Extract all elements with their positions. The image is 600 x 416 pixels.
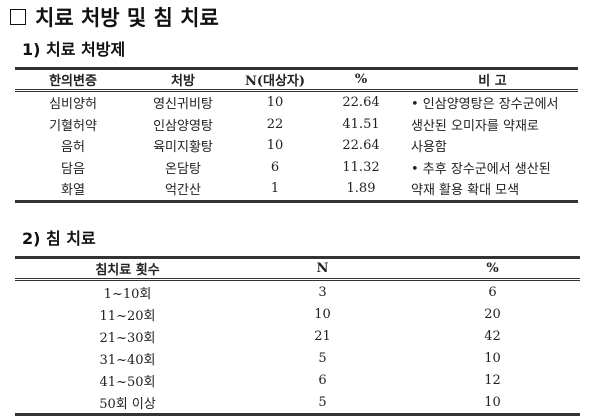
cell-n: 10 bbox=[314, 306, 331, 322]
cell-n: 3 bbox=[318, 284, 327, 300]
cell-count: 31~40회 bbox=[99, 352, 156, 368]
cell-prescription: 온담탕 bbox=[165, 161, 201, 177]
cell-count: 50회 이상 bbox=[99, 396, 156, 412]
prescription-table: 한의변증 처방 N(대상자) % 비 고 심비양허 영신귀비탕 10 22.64 • 인… bbox=[15, 67, 578, 203]
cell-n: 10 bbox=[266, 95, 284, 111]
cell-note: 생산된 오미자를 약재로 bbox=[411, 118, 539, 134]
table-row: 음허 육미지황탕 10 22.64 사용함 bbox=[15, 135, 578, 157]
checkbox-square-icon bbox=[10, 9, 26, 25]
cell-n: 5 bbox=[318, 394, 327, 410]
cell-pct: 22.64 bbox=[342, 138, 380, 154]
cell-pct: 42 bbox=[484, 328, 501, 344]
header-pattern: 한의변증 bbox=[15, 68, 131, 92]
section1-heading: 1) 치료 처방제 bbox=[22, 40, 126, 59]
header-count: 침치료 횟수 bbox=[15, 257, 240, 281]
cell-n: 22 bbox=[266, 116, 284, 132]
cell-pct: 22.64 bbox=[342, 95, 380, 111]
cell-prescription: 인삼양영탕 bbox=[153, 118, 213, 134]
cell-pattern: 담음 bbox=[61, 161, 85, 177]
cell-prescription: 육미지황탕 bbox=[153, 140, 213, 156]
cell-pct: 11.32 bbox=[342, 159, 380, 175]
cell-n: 10 bbox=[266, 138, 284, 154]
table-row: 심비양허 영신귀비탕 10 22.64 • 인삼양영탕은 장수군에서 bbox=[15, 91, 578, 114]
table-header: 한의변증 처방 N(대상자) % 비 고 bbox=[15, 68, 578, 92]
cell-pattern: 화열 bbox=[61, 183, 85, 199]
cell-pct: 12 bbox=[484, 372, 501, 388]
cell-note: 사용함 bbox=[411, 140, 447, 156]
table-row: 41~50회 6 12 bbox=[15, 369, 580, 391]
cell-note: 약재 활용 확대 모색 bbox=[411, 183, 520, 199]
header-pct: % bbox=[315, 68, 407, 92]
cell-pct: 10 bbox=[484, 350, 501, 366]
section2-heading: 2) 침 치료 bbox=[22, 229, 96, 248]
cell-count: 21~30회 bbox=[99, 330, 156, 346]
cell-count: 41~50회 bbox=[99, 374, 156, 390]
header-pct: % bbox=[405, 257, 580, 281]
table-row: 31~40회 5 10 bbox=[15, 347, 580, 369]
header-n: N(대상자) bbox=[235, 68, 315, 92]
cell-n: 5 bbox=[318, 350, 327, 366]
table-row: 11~20회 10 20 bbox=[15, 303, 580, 325]
table-row: 50회 이상 5 10 bbox=[15, 391, 580, 415]
cell-n: 21 bbox=[314, 328, 331, 344]
acupuncture-table: 침치료 횟수 N % 1~10회 3 6 11~20회 10 20 21~30회 21 42 31… bbox=[15, 256, 580, 416]
cell-note: • 인삼양영탕은 장수군에서 bbox=[411, 97, 559, 113]
header-note: 비 고 bbox=[407, 68, 578, 92]
header-n: N bbox=[240, 257, 405, 281]
header-prescription: 처방 bbox=[131, 68, 235, 92]
cell-count: 1~10회 bbox=[103, 286, 152, 302]
table-row: 21~30회 21 42 bbox=[15, 325, 580, 347]
cell-n: 1 bbox=[270, 181, 280, 197]
page-title: 치료 처방 및 침 치료 bbox=[10, 2, 219, 32]
cell-pattern: 음허 bbox=[61, 140, 85, 156]
cell-pct: 41.51 bbox=[342, 116, 380, 132]
cell-pct: 1.89 bbox=[346, 181, 376, 197]
cell-pattern: 심비양허 bbox=[49, 97, 97, 113]
cell-note: • 추후 장수군에서 생산된 bbox=[411, 161, 551, 177]
cell-prescription: 영신귀비탕 bbox=[153, 97, 213, 113]
cell-pattern: 기혈허약 bbox=[49, 118, 97, 134]
cell-n: 6 bbox=[318, 372, 327, 388]
table-row: 화열 억간산 1 1.89 약재 활용 확대 모색 bbox=[15, 178, 578, 201]
table-row: 담음 온담탕 6 11.32 • 추후 장수군에서 생산된 bbox=[15, 157, 578, 179]
cell-pct: 10 bbox=[484, 394, 501, 410]
cell-prescription: 억간산 bbox=[165, 183, 201, 199]
cell-n: 6 bbox=[270, 159, 280, 175]
table-row: 기혈허약 인삼양영탕 22 41.51 생산된 오미자를 약재로 bbox=[15, 114, 578, 136]
cell-count: 11~20회 bbox=[99, 308, 156, 324]
cell-pct: 6 bbox=[488, 284, 497, 300]
table-row: 1~10회 3 6 bbox=[15, 280, 580, 304]
cell-pct: 20 bbox=[484, 306, 501, 322]
table-header: 침치료 횟수 N % bbox=[15, 257, 580, 281]
title-text: 치료 처방 및 침 치료 bbox=[35, 6, 219, 30]
